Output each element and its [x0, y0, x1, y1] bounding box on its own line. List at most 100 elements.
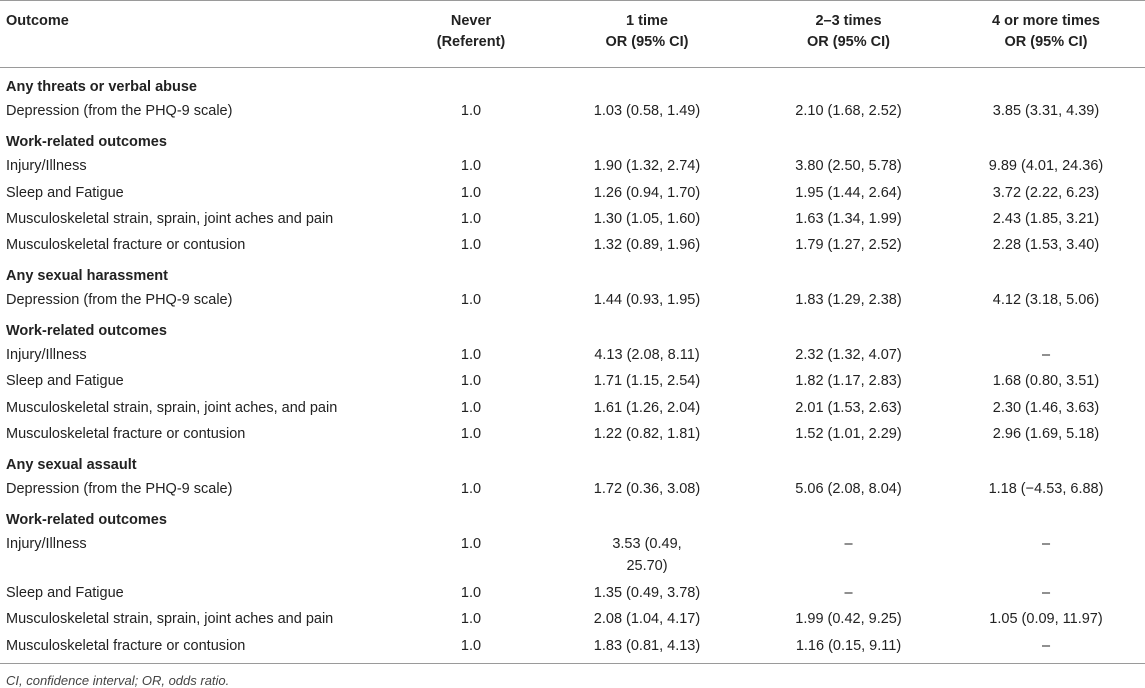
section-label: Work-related outcomes	[6, 511, 167, 528]
never-cell: 1.0	[460, 158, 482, 175]
two-three-times-cell: 5.06 (2.08, 8.04)	[795, 481, 902, 498]
one-time-cell: 1.32 (0.89, 1.96)	[593, 237, 701, 254]
header-two-three-line1: 2–3 times	[815, 13, 882, 29]
one-time-cell: 4.13 (2.08, 8.11)	[594, 347, 700, 364]
header-two-three-line2: OR (95% CI)	[807, 34, 890, 50]
four-plus-times-cell: 4.12 (3.18, 5.06)	[992, 292, 1100, 309]
header-four-plus-times: 4 or more times OR (95% CI)	[947, 0, 1145, 68]
never-cell: 1.0	[460, 481, 482, 498]
two-three-times-cell: 1.95 (1.44, 2.64)	[795, 184, 902, 201]
table-row: Musculoskeletal strain, sprain, joint ac…	[0, 206, 1145, 232]
table-row: Musculoskeletal fracture or contusion 1.0…	[0, 633, 1145, 663]
header-row: Outcome Never (Referent) 1 time OR (95% …	[0, 0, 1145, 68]
never-cell: 1.0	[460, 584, 482, 601]
never-cell: 1.0	[460, 399, 482, 416]
four-plus-times-cell: –	[1041, 347, 1051, 364]
four-plus-times-cell: –	[1041, 584, 1051, 601]
table-row: Depression (from the PHQ-9 scale) 1.0 1.44…	[0, 287, 1145, 313]
never-cell: 1.0	[460, 292, 482, 309]
never-cell: 1.0	[460, 184, 482, 201]
table-row: Injury/Illness 1.0 3.53 (0.49, 25.70) – –	[0, 531, 1145, 580]
section-label: Work-related outcomes	[6, 322, 167, 339]
one-time-cell: 1.72 (0.36, 3.08)	[593, 481, 701, 498]
table-row: Sleep and Fatigue 1.0 1.35 (0.49, 3.78) – –	[0, 580, 1145, 606]
outcome-cell: Musculoskeletal fracture or contusion	[6, 637, 246, 654]
table-row: Sleep and Fatigue 1.0 1.71 (1.15, 2.54) 1.8…	[0, 368, 1145, 394]
outcome-cell: Musculoskeletal fracture or contusion	[6, 426, 246, 443]
section-row: Any sexual harassment	[0, 259, 1145, 287]
never-cell: 1.0	[460, 373, 482, 390]
outcome-cell: Sleep and Fatigue	[6, 373, 124, 390]
section-label: Work-related outcomes	[6, 133, 167, 150]
header-four-plus-line1: 4 or more times	[992, 13, 1100, 29]
table-row: Musculoskeletal fracture or contusion 1.0…	[0, 232, 1145, 258]
one-time-cell: 1.61 (1.26, 2.04)	[593, 399, 701, 416]
four-plus-times-cell: –	[1041, 637, 1051, 654]
four-plus-times-cell: 3.85 (3.31, 4.39)	[992, 103, 1100, 120]
outcome-cell: Musculoskeletal strain, sprain, joint ac…	[6, 211, 334, 228]
table-bottom-rule	[0, 662, 1145, 664]
one-time-cell: 1.44 (0.93, 1.95)	[593, 292, 701, 309]
section-row: Any sexual assault	[0, 448, 1145, 476]
table-row: Musculoskeletal fracture or contusion 1.0…	[0, 421, 1145, 447]
table-row: Injury/Illness 1.0 1.90 (1.32, 2.74) 3.80 (…	[0, 153, 1145, 179]
two-three-times-cell: 1.63 (1.34, 1.99)	[795, 211, 902, 228]
outcome-cell: Musculoskeletal fracture or contusion	[6, 237, 246, 254]
table-row: Injury/Illness 1.0 4.13 (2.08, 8.11) 2.32 (…	[0, 342, 1145, 368]
one-time-cell: 1.90 (1.32, 2.74)	[593, 158, 701, 175]
odds-ratio-table: Outcome Never (Referent) 1 time OR (95% …	[0, 0, 1145, 663]
section-row: Any threats or verbal abuse	[0, 68, 1145, 99]
one-time-cell: 1.83 (0.81, 4.13)	[593, 637, 701, 654]
never-cell: 1.0	[460, 237, 482, 254]
one-time-cell: 3.53 (0.49, 25.70)	[544, 531, 750, 580]
never-cell: 1.0	[460, 103, 482, 120]
table-body: Any threats or verbal abuse Depression (f…	[0, 68, 1145, 663]
two-three-times-cell: 2.32 (1.32, 4.07)	[795, 347, 902, 364]
two-three-times-cell: 1.16 (0.15, 9.11)	[795, 637, 902, 654]
section-label: Any sexual harassment	[6, 267, 168, 284]
two-three-times-cell: 2.10 (1.68, 2.52)	[795, 103, 902, 120]
section-row: Work-related outcomes	[0, 503, 1145, 531]
header-never: Never (Referent)	[398, 0, 544, 68]
one-time-cell: 1.26 (0.94, 1.70)	[593, 184, 701, 201]
two-three-times-cell: 1.83 (1.29, 2.38)	[795, 292, 902, 309]
one-time-value: 3.53 (0.49, 25.70)	[612, 535, 682, 575]
header-one-time: 1 time OR (95% CI)	[544, 0, 750, 68]
outcome-cell: Depression (from the PHQ-9 scale)	[6, 481, 233, 498]
outcome-cell: Injury/Illness	[6, 347, 87, 364]
never-cell: 1.0	[460, 535, 482, 552]
four-plus-times-cell: 1.18 (−4.53, 6.88)	[988, 481, 1104, 498]
never-cell: 1.0	[460, 426, 482, 443]
outcome-cell: Musculoskeletal strain, sprain, joint ac…	[6, 399, 338, 416]
outcome-cell: Injury/Illness	[6, 535, 87, 552]
four-plus-times-cell: 9.89 (4.01, 24.36)	[988, 158, 1104, 175]
four-plus-times-cell: 1.68 (0.80, 3.51)	[992, 373, 1100, 390]
never-cell: 1.0	[460, 211, 482, 228]
two-three-times-cell: –	[844, 584, 853, 601]
four-plus-times-cell: 3.72 (2.22, 6.23)	[992, 184, 1100, 201]
table-row: Musculoskeletal strain, sprain, joint ac…	[0, 606, 1145, 632]
one-time-cell: 1.35 (0.49, 3.78)	[593, 584, 701, 601]
four-plus-times-cell: 2.30 (1.46, 3.63)	[992, 399, 1100, 416]
one-time-cell: 1.71 (1.15, 2.54)	[593, 373, 701, 390]
outcome-cell: Sleep and Fatigue	[6, 584, 124, 601]
header-outcome: Outcome	[0, 0, 398, 68]
outcome-cell: Musculoskeletal strain, sprain, joint ac…	[6, 611, 334, 628]
four-plus-times-cell: –	[1041, 535, 1051, 552]
two-three-times-cell: 3.80 (2.50, 5.78)	[795, 158, 902, 175]
outcome-cell: Injury/Illness	[6, 158, 87, 175]
two-three-times-cell: 2.01 (1.53, 2.63)	[795, 399, 902, 416]
two-three-times-cell: 1.79 (1.27, 2.52)	[795, 237, 902, 254]
one-time-cell: 1.03 (0.58, 1.49)	[593, 103, 701, 120]
table-row: Depression (from the PHQ-9 scale) 1.0 1.03…	[0, 98, 1145, 124]
two-three-times-cell: –	[844, 535, 853, 552]
outcome-cell: Depression (from the PHQ-9 scale)	[6, 292, 233, 309]
section-label: Any sexual assault	[6, 456, 137, 473]
never-cell: 1.0	[460, 637, 482, 654]
table-footnote: CI, confidence interval; OR, odds ratio.	[6, 672, 230, 688]
one-time-cell: 1.22 (0.82, 1.81)	[593, 426, 701, 443]
table-row: Depression (from the PHQ-9 scale) 1.0 1.72…	[0, 476, 1145, 502]
header-four-plus-line2: OR (95% CI)	[1004, 34, 1088, 50]
four-plus-times-cell: 1.05 (0.09, 11.97)	[989, 611, 1103, 628]
